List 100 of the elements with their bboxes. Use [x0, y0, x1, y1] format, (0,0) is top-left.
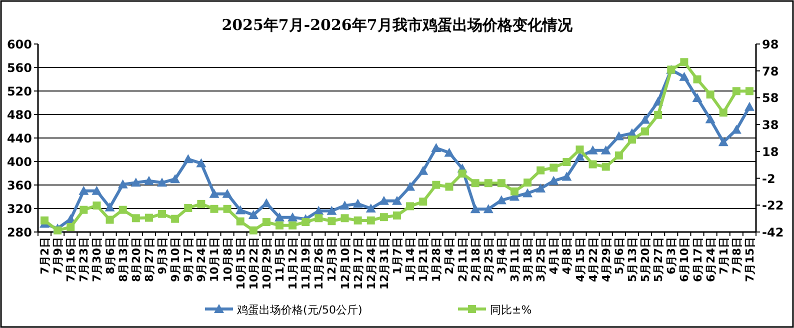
- y-tick-label: 600: [6, 38, 32, 52]
- y-tick-label: 520: [6, 84, 32, 98]
- point: [92, 202, 101, 210]
- point: [170, 174, 180, 184]
- x-tick-label: 9月3日: [156, 237, 170, 274]
- x-tick-label: 12月17日: [352, 237, 365, 290]
- x-tick-label: 6月10日: [678, 237, 692, 282]
- x-tick-label: 7月23日: [78, 237, 91, 282]
- x-tick-label: 4月29日: [600, 237, 613, 282]
- x-tick-label: 9月17日: [182, 237, 196, 282]
- x-tick-label: 7月8日: [730, 237, 744, 274]
- point: [483, 204, 494, 214]
- point: [497, 179, 506, 188]
- point: [288, 212, 298, 222]
- x-tick-label: 9月10日: [169, 237, 182, 282]
- point: [106, 216, 114, 224]
- x-tick-label: 8月27日: [142, 237, 156, 282]
- point: [470, 204, 480, 214]
- x-tick-label: 5月20日: [639, 237, 652, 282]
- point: [314, 214, 323, 222]
- x-tick-label: 5月13日: [626, 237, 639, 282]
- y-tick-label: 360: [6, 178, 32, 192]
- point: [222, 188, 232, 198]
- x-tick-label: 2月18日: [469, 237, 482, 282]
- point: [522, 188, 533, 198]
- point: [354, 216, 362, 224]
- point: [732, 87, 740, 96]
- x-tick-label: 7月16日: [64, 237, 78, 282]
- x-tick-label: 7月15日: [743, 237, 756, 282]
- point: [183, 154, 194, 164]
- point: [418, 166, 428, 175]
- point: [118, 179, 128, 188]
- x-tick-label: 4月1日: [548, 237, 561, 274]
- y-tick-label: 440: [6, 132, 32, 146]
- x-tick-label: 2月4日: [443, 237, 456, 274]
- y-tick-label: 560: [6, 61, 32, 75]
- y2-tick-label: -2: [762, 172, 776, 186]
- x-tick-label: 7月2日: [38, 237, 52, 274]
- x-tick-label: 10月1日: [208, 237, 222, 282]
- point: [719, 108, 728, 117]
- y2-tick-label: 18: [762, 144, 779, 159]
- point: [380, 213, 388, 222]
- x-tick-label: 12月24日: [364, 237, 378, 290]
- y2-tick-label: -22: [762, 198, 784, 213]
- point: [130, 178, 141, 187]
- point: [78, 186, 89, 195]
- point: [171, 214, 180, 223]
- point: [366, 216, 375, 224]
- point: [600, 145, 611, 154]
- x-tick-label: 11月12日: [286, 237, 300, 290]
- x-tick-label: 6月17日: [691, 237, 704, 282]
- point: [588, 160, 597, 168]
- point: [562, 172, 572, 181]
- point: [445, 182, 454, 191]
- point: [144, 214, 153, 222]
- point: [104, 202, 115, 212]
- point: [80, 206, 88, 214]
- y-tick-label: 280: [6, 226, 32, 240]
- title: 2025年7月-2026年7月我市鸡蛋出场价格变化情况: [222, 16, 572, 34]
- point: [641, 127, 650, 136]
- y-tick-label: 480: [6, 108, 32, 122]
- point: [405, 182, 416, 191]
- y2-tick-label: 38: [762, 118, 779, 132]
- point: [248, 210, 258, 219]
- y-tick-label: 400: [6, 155, 32, 169]
- point: [548, 176, 559, 185]
- point: [326, 206, 337, 215]
- point: [640, 114, 650, 124]
- point: [744, 102, 754, 111]
- x-tick-label: 4月15日: [574, 237, 587, 282]
- point: [132, 214, 140, 222]
- point: [718, 137, 728, 146]
- x-tick-label: 5月6日: [612, 237, 626, 274]
- y-tick-label: 320: [6, 202, 32, 216]
- point: [209, 188, 220, 198]
- x-tick-label: 1月14日: [404, 237, 418, 282]
- x-tick-label: 12月3日: [326, 237, 339, 282]
- point: [614, 151, 623, 160]
- point: [210, 204, 218, 213]
- point: [40, 216, 49, 224]
- x-tick-label: 8月20日: [130, 237, 143, 282]
- x-tick-label: 7月30日: [90, 237, 104, 282]
- point: [706, 90, 714, 98]
- point: [392, 196, 402, 205]
- point: [550, 164, 558, 172]
- y2-tick-label: 58: [762, 91, 779, 106]
- point: [302, 218, 310, 226]
- point: [157, 178, 168, 187]
- point: [705, 114, 716, 124]
- x-tick-label: 10月22日: [247, 237, 260, 290]
- point: [432, 180, 440, 189]
- point: [524, 178, 532, 187]
- point: [731, 124, 742, 134]
- x-tick-label: 8月13日: [116, 237, 130, 282]
- point: [92, 186, 102, 195]
- point: [654, 110, 662, 119]
- x-tick-label: 1月21日: [417, 237, 430, 282]
- point: [614, 131, 624, 140]
- point: [184, 204, 192, 212]
- point: [196, 158, 206, 168]
